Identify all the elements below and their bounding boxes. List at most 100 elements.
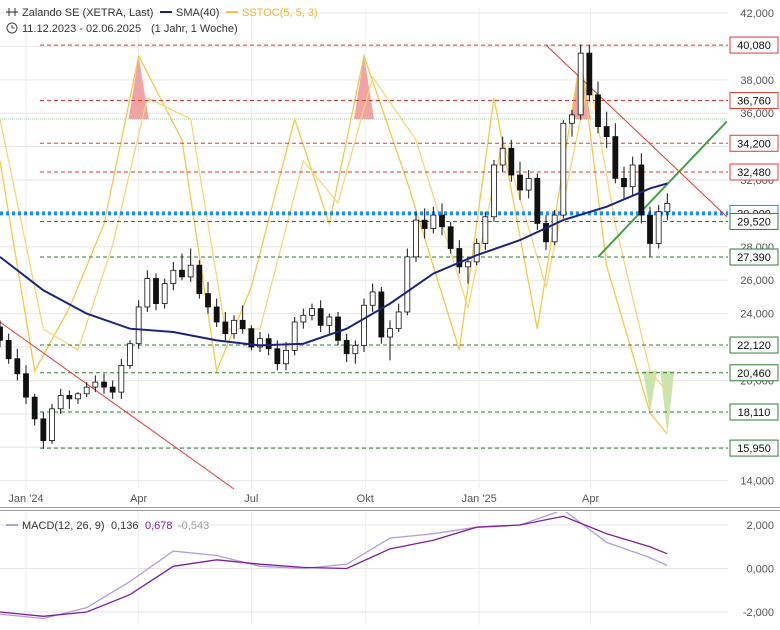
candle-down bbox=[31, 396, 38, 420]
macd-legend-label: MACD(12, 26, 9) bbox=[22, 520, 105, 532]
candle-down bbox=[612, 136, 619, 179]
candle-up bbox=[144, 278, 151, 308]
x-tick-label: Okt bbox=[357, 493, 374, 505]
candle-down bbox=[647, 214, 653, 244]
sstoc-legend[interactable]: SSTOC(5, 5, 3) bbox=[226, 7, 318, 19]
candle-up bbox=[395, 311, 402, 330]
candle-down bbox=[239, 319, 246, 330]
candle-up bbox=[127, 343, 133, 366]
candle-down bbox=[378, 291, 385, 338]
candle-up bbox=[309, 308, 315, 316]
candle-up bbox=[326, 316, 333, 326]
candle-down bbox=[179, 269, 185, 278]
x-tick-label: Apr bbox=[130, 493, 147, 505]
candle-down bbox=[40, 418, 47, 441]
sstoc-legend-label: SSTOC(5, 5, 3) bbox=[242, 7, 318, 19]
candle-up bbox=[473, 243, 480, 263]
macd-axis-ticks: -2,000 0,000 2,000 bbox=[743, 520, 774, 619]
level-label: 20,460 bbox=[737, 368, 771, 380]
candle-up bbox=[551, 214, 558, 243]
grid-macd bbox=[0, 512, 728, 625]
clock-icon bbox=[6, 22, 18, 34]
macd-signal-value: 0,678 bbox=[145, 520, 173, 532]
y-tick-label: 38,000 bbox=[740, 75, 774, 87]
candle-up bbox=[92, 381, 99, 388]
candle-down bbox=[205, 293, 211, 308]
x-tick-label: Jan '24 bbox=[8, 493, 43, 505]
level-label-box bbox=[729, 248, 779, 266]
candle-down bbox=[335, 316, 341, 341]
candle-up bbox=[283, 349, 289, 365]
macd-histogram-value: -0,543 bbox=[178, 520, 209, 532]
candle-down bbox=[603, 126, 610, 138]
candle-down bbox=[5, 339, 12, 360]
candle-up bbox=[57, 395, 64, 410]
instrument-legend[interactable]: Zalando SE (XETRA, Last) bbox=[6, 7, 153, 19]
candle-down bbox=[0, 326, 3, 341]
macd-value: 0,136 bbox=[111, 520, 139, 532]
candle-up bbox=[49, 408, 55, 441]
sma-legend[interactable]: SMA(40) bbox=[160, 7, 219, 19]
period-note: (1 Jahr, 1 Woche) bbox=[151, 23, 238, 35]
trendlines bbox=[0, 44, 728, 490]
candle-down bbox=[274, 348, 281, 365]
candles bbox=[0, 44, 671, 449]
candle-down bbox=[447, 226, 454, 249]
candle-down bbox=[248, 328, 255, 348]
level-label-box bbox=[729, 403, 779, 421]
level-lines bbox=[0, 44, 728, 449]
macd-legend[interactable]: MACD(12, 26, 9) 0,136 0,678 -0,543 bbox=[6, 520, 209, 532]
candle-up bbox=[491, 164, 497, 218]
instrument-title: Zalando SE (XETRA, Last) bbox=[22, 7, 153, 19]
candle-up bbox=[231, 319, 237, 335]
candle-down bbox=[595, 94, 601, 127]
chart-header: Zalando SE (XETRA, Last) SMA(40) SSTOC(5… bbox=[6, 7, 318, 35]
level-label-box bbox=[729, 36, 779, 54]
level-label: 34,200 bbox=[737, 138, 771, 150]
candle-down bbox=[508, 147, 515, 176]
candle-up bbox=[361, 304, 367, 346]
candle-down bbox=[14, 358, 21, 375]
x-tick-label: Jul bbox=[244, 493, 258, 505]
candle-down bbox=[213, 306, 220, 323]
candle-up bbox=[664, 203, 671, 213]
candle-up bbox=[291, 321, 298, 351]
y-tick-label: 36,000 bbox=[740, 108, 774, 120]
candle-up bbox=[118, 365, 125, 393]
candle-down bbox=[23, 373, 29, 398]
x-tick-label: Apr bbox=[582, 493, 599, 505]
candle-up bbox=[499, 147, 506, 166]
candle-down bbox=[343, 339, 350, 355]
oversold-trough bbox=[643, 371, 657, 413]
candle-up bbox=[560, 122, 567, 216]
candle-down bbox=[222, 321, 229, 335]
candle-up bbox=[482, 216, 489, 244]
sma-40-line bbox=[0, 182, 668, 347]
y-tick-label: 26,000 bbox=[740, 275, 774, 287]
trendline-support-rising bbox=[597, 120, 728, 258]
period-range: 11.12.2023 - 02.06.2025 bbox=[22, 23, 141, 35]
sma-legend-label: SMA(40) bbox=[176, 7, 219, 19]
candle-up bbox=[387, 328, 393, 338]
overbought-peak bbox=[128, 56, 149, 119]
candle-up bbox=[525, 177, 532, 191]
candle-down bbox=[586, 52, 593, 96]
candle-down bbox=[265, 338, 272, 350]
candle-up bbox=[352, 344, 359, 355]
overbought-peak bbox=[354, 56, 374, 119]
candle-down bbox=[517, 174, 523, 191]
candle-down bbox=[196, 264, 203, 294]
level-label: 27,390 bbox=[737, 252, 771, 264]
candle-up bbox=[135, 306, 142, 345]
x-tick-label: Jan '25 bbox=[462, 493, 497, 505]
candle-down bbox=[543, 223, 549, 243]
candle-down bbox=[153, 278, 159, 305]
sma-line bbox=[0, 182, 668, 347]
level-label: 18,110 bbox=[738, 407, 771, 419]
level-label-box bbox=[729, 364, 779, 382]
macd-tick-label: -2,000 bbox=[743, 607, 774, 619]
candle-up bbox=[655, 211, 662, 244]
trendline-resistance-lower bbox=[0, 321, 235, 490]
candle-down bbox=[456, 248, 463, 268]
